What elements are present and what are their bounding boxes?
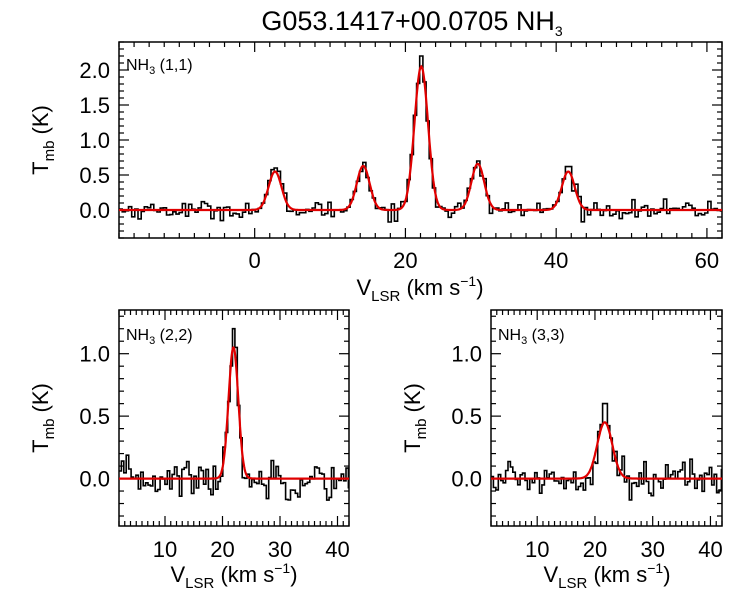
y-axis-label: Tmb (K)	[400, 383, 430, 453]
x-tick-label: 30	[640, 537, 664, 562]
fit-curve	[119, 64, 722, 212]
y-tick-label: 1.0	[79, 342, 110, 367]
y-tick-label: 1.0	[79, 128, 110, 153]
y-axis-label: Tmb (K)	[28, 383, 58, 453]
fit-curve	[119, 346, 349, 480]
y-tick-label: 0.0	[451, 467, 482, 492]
y-tick-label: 1.0	[451, 342, 482, 367]
observed-spectrum	[119, 327, 349, 501]
x-tick-label: 10	[153, 537, 177, 562]
y-tick-label: 0.5	[451, 404, 482, 429]
observed-spectrum	[119, 55, 722, 223]
x-axis-label: VLSR (km s−1)	[170, 560, 297, 592]
fit-curve	[491, 421, 722, 480]
panel-label: NH3 (1,1)	[126, 57, 193, 77]
x-tick-label: 40	[325, 537, 349, 562]
panel-label: NH3 (3,3)	[498, 327, 565, 347]
panel-nh3-11: 0 20 40 60 0.0 0.5 1.0 1.5 2.0 VLSR (km s−1) Tmb (…	[28, 41, 723, 305]
x-axis-label: VLSR (km s−1)	[543, 560, 670, 592]
y-tick-label: 0.0	[79, 467, 110, 492]
y-tick-label: 0.5	[79, 404, 110, 429]
y-tick-label: 0.0	[79, 198, 110, 223]
x-tick-label: 10	[525, 537, 549, 562]
panel-nh3-33: 10 20 30 40 0.0 0.5 1.0 VLSR (km s−1) Tmb (K) NH3…	[400, 309, 723, 592]
y-tick-label: 0.5	[79, 163, 110, 188]
y-tick-label: 2.0	[79, 58, 110, 83]
x-tick-label: 20	[393, 248, 417, 273]
y-tick-label: 1.5	[79, 93, 110, 118]
x-tick-label: 60	[695, 248, 719, 273]
figure-title-subscript: 3	[555, 23, 563, 39]
x-axis-label: VLSR (km s−1)	[356, 273, 483, 305]
x-tick-label: 20	[210, 537, 234, 562]
x-tick-label: 40	[698, 537, 722, 562]
panel-label: NH3 (2,2)	[126, 327, 193, 347]
x-tick-label: 30	[268, 537, 292, 562]
observed-spectrum	[491, 402, 722, 501]
panel-nh3-22: 10 20 30 40 0.0 0.5 1.0 VLSR (km s−1) Tmb (K) NH3…	[28, 309, 350, 592]
y-axis-label: Tmb (K)	[28, 105, 58, 175]
x-tick-label: 20	[583, 537, 607, 562]
x-tick-label: 0	[249, 248, 261, 273]
figure-title: G053.1417+00.0705 NH3	[261, 6, 562, 39]
x-tick-label: 40	[544, 248, 568, 273]
